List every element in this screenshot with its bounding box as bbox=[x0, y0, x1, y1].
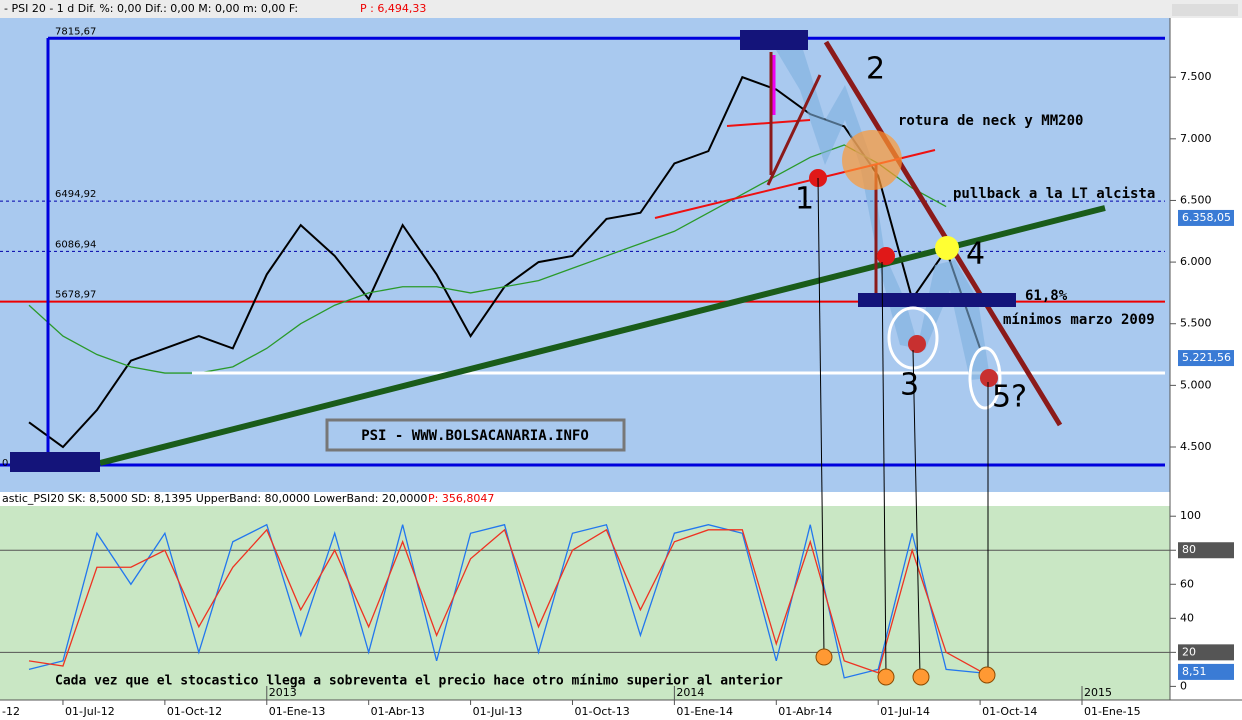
arrow bbox=[766, 74, 822, 186]
connector bbox=[817, 177, 825, 656]
hand-number: 1 bbox=[795, 182, 814, 217]
low-dot bbox=[908, 335, 926, 353]
year-label: 2014 bbox=[676, 686, 704, 699]
drawings bbox=[0, 30, 1165, 676]
header-price: P : 6,494,33 bbox=[360, 2, 426, 15]
header-text: - PSI 20 - 1 d Dif. %: 0,00 Dif.: 0,00 M… bbox=[4, 2, 298, 15]
price-badge bbox=[1178, 542, 1234, 559]
hand-number: 4 bbox=[966, 237, 985, 272]
x-tick-label: 01-Ene-14 bbox=[676, 705, 733, 718]
annotation: rotura de neck y MM200 bbox=[898, 113, 1083, 129]
oversold-mark bbox=[978, 666, 996, 684]
y-tick-label: 40 bbox=[1180, 611, 1194, 624]
connector bbox=[881, 261, 887, 676]
x-tick-label: 01-Ene-15 bbox=[1084, 705, 1141, 718]
left-fragment: 0 bbox=[2, 458, 8, 469]
level-label: 6086,94 bbox=[55, 239, 96, 250]
footer-note: Cada vez que el stocastico llega a sobre… bbox=[55, 674, 783, 689]
y-tick-label: 6.500 bbox=[1180, 193, 1212, 206]
x-tick-label: 01-Jul-14 bbox=[880, 705, 930, 718]
block bbox=[858, 293, 1016, 307]
oversold-mark bbox=[912, 668, 930, 686]
stoch-panel bbox=[0, 506, 1170, 700]
price-badge-label: 8,51 bbox=[1182, 665, 1207, 678]
low-dot bbox=[877, 247, 895, 265]
watermark: PSI - WWW.BOLSACANARIA.INFO bbox=[361, 428, 589, 444]
header-bar bbox=[0, 0, 1242, 18]
x-tick-label: 01-Oct-13 bbox=[574, 705, 629, 718]
highlight bbox=[842, 130, 902, 190]
price-badge bbox=[1178, 350, 1234, 367]
circle-mark bbox=[968, 346, 1002, 410]
x-tick-label: 01-Abr-14 bbox=[778, 705, 832, 718]
x-tick-label: -12 bbox=[2, 705, 20, 718]
price-badge-label: 6.358,05 bbox=[1182, 211, 1231, 224]
y-tick-label: 4.500 bbox=[1180, 440, 1212, 453]
x-tick-label: 01-Oct-12 bbox=[167, 705, 222, 718]
series-line bbox=[28, 528, 981, 674]
trendline bbox=[823, 40, 1063, 427]
watermark-box bbox=[325, 418, 626, 452]
oversold-mark bbox=[815, 648, 833, 666]
price-badge bbox=[1178, 663, 1234, 680]
price-badge bbox=[1178, 209, 1234, 226]
x-tick-label: 01-Abr-13 bbox=[371, 705, 425, 718]
annotation: mínimos marzo 2009 bbox=[1003, 312, 1155, 328]
y-tick-label: 6.000 bbox=[1180, 255, 1212, 268]
price-badge-label: 80 bbox=[1182, 543, 1196, 556]
connector bbox=[912, 349, 921, 676]
x-tick-label: 01-Jul-12 bbox=[65, 705, 115, 718]
stoch-header-text: astic_PSI20 SK: 8,5000 SD: 8,1395 UpperB… bbox=[2, 492, 427, 505]
low-dot bbox=[980, 369, 998, 387]
series-line bbox=[28, 144, 947, 374]
x-tick-label: 01-Jul-13 bbox=[473, 705, 523, 718]
y-tick-label: 7.500 bbox=[1180, 70, 1212, 83]
y-tick-label: 0 bbox=[1180, 679, 1187, 692]
annotation: 61,8% bbox=[1025, 288, 1068, 304]
year-label: 2015 bbox=[1084, 686, 1112, 699]
hand-number: 2 bbox=[866, 52, 885, 87]
stoch-header-bar bbox=[0, 492, 1242, 506]
annotation: pullback a la LT alcista bbox=[953, 186, 1155, 202]
price-badge-label: 20 bbox=[1182, 645, 1196, 658]
stoch-header-price: P: 356,8047 bbox=[428, 492, 494, 505]
block bbox=[10, 452, 100, 472]
y-tick-label: 60 bbox=[1180, 577, 1194, 590]
price-badge bbox=[1178, 644, 1234, 661]
red-line bbox=[726, 119, 811, 127]
series-line bbox=[28, 523, 981, 679]
block bbox=[740, 30, 808, 50]
hand-number: 3 bbox=[900, 368, 919, 403]
price-badge-label: 5.221,56 bbox=[1182, 351, 1231, 364]
year-label: 2013 bbox=[269, 686, 297, 699]
level-label: 7815,67 bbox=[55, 26, 96, 37]
window-buttons[interactable] bbox=[1172, 4, 1238, 16]
hand-number: 5? bbox=[992, 380, 1027, 415]
oversold-mark bbox=[877, 668, 895, 686]
x-tick-label: 01-Oct-14 bbox=[982, 705, 1037, 718]
y-tick-label: 5.000 bbox=[1180, 378, 1212, 391]
y-tick-label: 7.000 bbox=[1180, 132, 1212, 145]
x-tick-label: 01-Ene-13 bbox=[269, 705, 326, 718]
level-label: 6494,92 bbox=[55, 189, 96, 200]
highlight bbox=[935, 236, 959, 260]
level-label: 5678,97 bbox=[55, 290, 96, 301]
y-tick-label: 100 bbox=[1180, 509, 1201, 522]
y-tick-label: 5.500 bbox=[1180, 317, 1212, 330]
price-panel bbox=[0, 18, 1170, 492]
